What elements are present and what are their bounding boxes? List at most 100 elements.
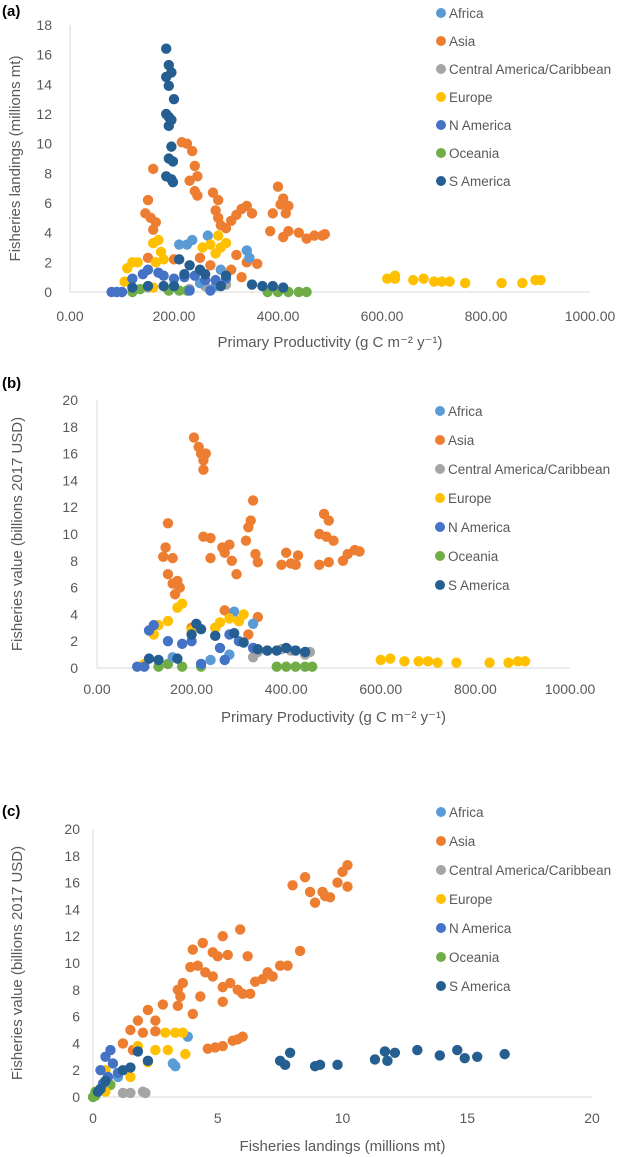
data-point — [212, 951, 223, 962]
series-asia — [117, 859, 353, 1056]
y-tick-label: 18 — [64, 848, 80, 864]
y-axis-title: Fisheries value (billions 2017 USD) — [9, 417, 26, 651]
y-tick-label: 0 — [44, 284, 52, 300]
series-europe — [100, 1027, 191, 1097]
data-point — [219, 605, 230, 616]
legend-label: Africa — [448, 404, 483, 419]
data-point — [205, 239, 216, 250]
data-point — [247, 495, 259, 506]
data-point — [215, 280, 226, 292]
y-tick-label: 10 — [62, 526, 78, 542]
x-tick-label: 800.00 — [465, 308, 508, 324]
data-point — [472, 1051, 483, 1063]
data-point — [444, 276, 455, 287]
data-point — [186, 629, 197, 640]
data-point — [197, 242, 208, 253]
y-tick-label: 4 — [70, 606, 78, 622]
data-point — [148, 224, 159, 235]
series-s-america — [127, 43, 289, 293]
data-point — [95, 1065, 106, 1076]
data-point — [459, 1052, 470, 1064]
legend-marker — [436, 836, 446, 846]
data-point — [246, 208, 258, 219]
data-point — [150, 1015, 161, 1026]
data-point — [237, 1031, 248, 1042]
y-tick-label: 18 — [36, 17, 52, 33]
data-point — [436, 276, 447, 287]
data-point — [197, 937, 208, 949]
x-tick-label: 600.00 — [361, 308, 404, 324]
data-point — [244, 252, 255, 264]
data-point — [317, 886, 328, 898]
legend-label: S America — [448, 578, 510, 593]
legend-item: Oceania — [436, 950, 500, 965]
data-point — [148, 619, 159, 631]
data-point — [116, 286, 128, 298]
data-point — [167, 177, 179, 188]
legend-marker — [435, 580, 445, 590]
data-point — [174, 582, 185, 593]
legend-label: S America — [449, 174, 511, 189]
legend-marker — [435, 464, 445, 474]
y-tick-label: 8 — [44, 165, 52, 181]
data-point — [278, 193, 289, 204]
data-point — [408, 274, 419, 286]
data-point — [162, 1044, 174, 1056]
legend-marker — [435, 435, 445, 445]
data-point — [140, 1087, 151, 1099]
data-point — [142, 264, 154, 275]
data-point — [142, 1004, 154, 1016]
y-tick-label: 18 — [62, 419, 78, 435]
data-point — [158, 270, 169, 281]
data-point — [252, 556, 264, 568]
data-point — [187, 145, 198, 157]
data-point — [399, 656, 410, 667]
data-point — [153, 234, 164, 246]
data-point — [274, 1055, 286, 1067]
y-tick-label: 20 — [64, 821, 80, 837]
y-tick-label: 6 — [70, 580, 78, 596]
legend-item: S America — [435, 578, 510, 593]
data-point — [252, 258, 263, 270]
legend-label: Central America/Caribbean — [448, 462, 610, 477]
legend-label: Asia — [448, 433, 475, 448]
data-point — [139, 661, 150, 672]
data-point — [412, 1044, 423, 1056]
legend-marker — [435, 406, 445, 416]
y-tick-label: 0 — [70, 660, 78, 676]
legend: Africa Asia Central America/Caribbean Europ… — [435, 404, 610, 593]
data-point — [125, 1087, 136, 1099]
y-axis-title: Fisheries value (billions 2017 USD) — [9, 846, 26, 1080]
data-point — [332, 877, 343, 888]
x-tick-label: 600.00 — [359, 681, 402, 697]
y-tick-label: 10 — [36, 136, 52, 152]
data-point — [428, 276, 440, 287]
data-point — [210, 248, 221, 259]
legend-label: N America — [448, 520, 511, 535]
data-point — [192, 171, 203, 182]
data-point — [309, 897, 321, 908]
data-point — [162, 636, 174, 647]
data-point — [107, 1058, 119, 1069]
data-point — [166, 141, 177, 152]
data-point — [158, 280, 169, 292]
data-point — [382, 1055, 393, 1067]
legend-marker — [436, 36, 446, 46]
data-point — [195, 991, 206, 1002]
data-point — [153, 654, 164, 666]
data-point — [535, 274, 546, 286]
data-point — [161, 71, 172, 83]
data-point — [205, 285, 216, 296]
data-point — [434, 1050, 446, 1061]
data-point — [231, 249, 242, 261]
legend-item: N America — [435, 520, 511, 535]
data-point — [142, 280, 154, 292]
data-point — [176, 661, 188, 672]
scatter-panel-c: (c) 0 2 4 6 8 10 12 14 16 18 20 0 5 10 15 20 Fisheries la… — [2, 803, 611, 1155]
data-point — [205, 532, 216, 544]
data-point — [307, 661, 318, 672]
legend: Africa Asia Central America/Caribbean Europ… — [436, 6, 611, 189]
legend-label: Africa — [449, 6, 484, 21]
data-point — [422, 656, 434, 667]
data-point — [168, 93, 180, 105]
